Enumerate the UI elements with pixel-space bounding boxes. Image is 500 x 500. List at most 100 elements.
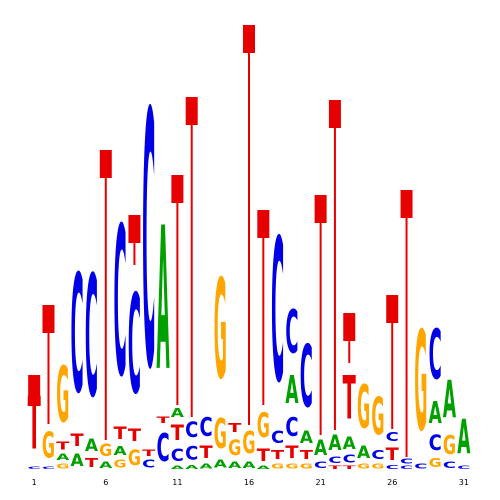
- letter: C: [128, 265, 141, 425]
- letter: T: [56, 440, 70, 452]
- letter: A: [99, 461, 113, 471]
- letter: C: [271, 197, 284, 427]
- letter: A: [314, 435, 327, 460]
- letter: C: [386, 464, 399, 470]
- error-cap: [243, 25, 255, 53]
- letter: T: [171, 420, 184, 445]
- letter: C: [457, 465, 470, 470]
- letter: G: [414, 303, 427, 462]
- letter: A: [199, 463, 212, 471]
- letter: G: [357, 462, 370, 470]
- letter: G: [242, 425, 255, 460]
- letter: C: [199, 413, 212, 443]
- letter: C: [142, 458, 155, 470]
- letter: C: [285, 413, 298, 443]
- letter: G: [42, 424, 55, 467]
- letter: A: [343, 434, 357, 454]
- letter: A: [429, 395, 442, 431]
- letter: C: [400, 457, 413, 465]
- error-cap: [386, 295, 399, 323]
- letter: G: [371, 462, 384, 470]
- letter: A: [300, 428, 314, 448]
- letter: T: [285, 443, 299, 463]
- error-cap: [328, 100, 341, 128]
- position-label: 31: [459, 478, 469, 487]
- letter: A: [156, 185, 169, 415]
- letter: A: [185, 464, 199, 470]
- letter: C: [142, 39, 155, 447]
- letter: A: [357, 443, 371, 463]
- letter: A: [257, 465, 271, 470]
- letter: C: [171, 446, 184, 466]
- letter: C: [371, 447, 384, 462]
- letter: G: [214, 251, 227, 410]
- position-label: 21: [316, 478, 326, 487]
- letter: T: [128, 426, 142, 446]
- letter: A: [457, 411, 470, 466]
- letter: G: [128, 446, 141, 471]
- error-cap: [185, 97, 198, 125]
- error-cap: [28, 375, 41, 403]
- letter: T: [71, 431, 85, 451]
- letter: T: [300, 447, 314, 462]
- letter: A: [114, 443, 128, 458]
- letter: C: [386, 429, 399, 444]
- letter: G: [56, 351, 69, 441]
- letter: G: [214, 411, 227, 458]
- letter: C: [156, 426, 169, 471]
- letter: T: [142, 448, 156, 458]
- letter: G: [99, 440, 112, 460]
- letter: T: [85, 455, 99, 470]
- error-cap: [257, 210, 270, 238]
- letter: T: [343, 365, 356, 434]
- letter: A: [85, 436, 99, 456]
- letter: C: [400, 465, 413, 470]
- error-cap: [343, 313, 356, 341]
- error-cap: [128, 215, 141, 243]
- letter: G: [271, 462, 284, 470]
- error-cap: [400, 190, 413, 218]
- letter: C: [343, 453, 356, 465]
- letter: C: [271, 428, 284, 448]
- letter: C: [300, 328, 313, 428]
- error-cap: [99, 150, 112, 178]
- letter: A: [171, 405, 185, 420]
- position-label: 1: [32, 478, 37, 487]
- letter: G: [228, 436, 241, 461]
- letter: T: [257, 446, 271, 466]
- letter: C: [429, 316, 442, 395]
- letter: G: [443, 431, 456, 461]
- letter: C: [314, 461, 327, 471]
- letter: A: [56, 453, 70, 463]
- error-cap: [171, 175, 184, 203]
- letter: C: [85, 240, 98, 434]
- letter: T: [343, 465, 357, 470]
- position-label: 26: [387, 478, 397, 487]
- letter: C: [328, 456, 341, 466]
- letter: G: [257, 406, 270, 446]
- letter: T: [386, 445, 400, 465]
- letter: A: [242, 461, 256, 471]
- letter: C: [28, 466, 41, 470]
- letter: A: [285, 368, 298, 413]
- letter: A: [171, 465, 185, 470]
- letter: C: [443, 461, 456, 471]
- error-cap: [42, 305, 55, 333]
- letter: T: [199, 443, 213, 463]
- letter: G: [114, 459, 127, 470]
- position-label: 16: [244, 478, 254, 487]
- letter: A: [71, 451, 85, 471]
- letter: G: [285, 462, 298, 470]
- letter: A: [228, 461, 242, 471]
- letter: C: [414, 462, 427, 470]
- letter: A: [328, 430, 341, 455]
- letter: G: [300, 462, 313, 470]
- letter: A: [443, 372, 456, 431]
- error-cap: [314, 195, 327, 223]
- position-label: 6: [103, 478, 108, 487]
- letter: G: [371, 387, 384, 446]
- letter: C: [114, 185, 127, 423]
- letter: C: [42, 466, 55, 470]
- letter: C: [71, 242, 84, 430]
